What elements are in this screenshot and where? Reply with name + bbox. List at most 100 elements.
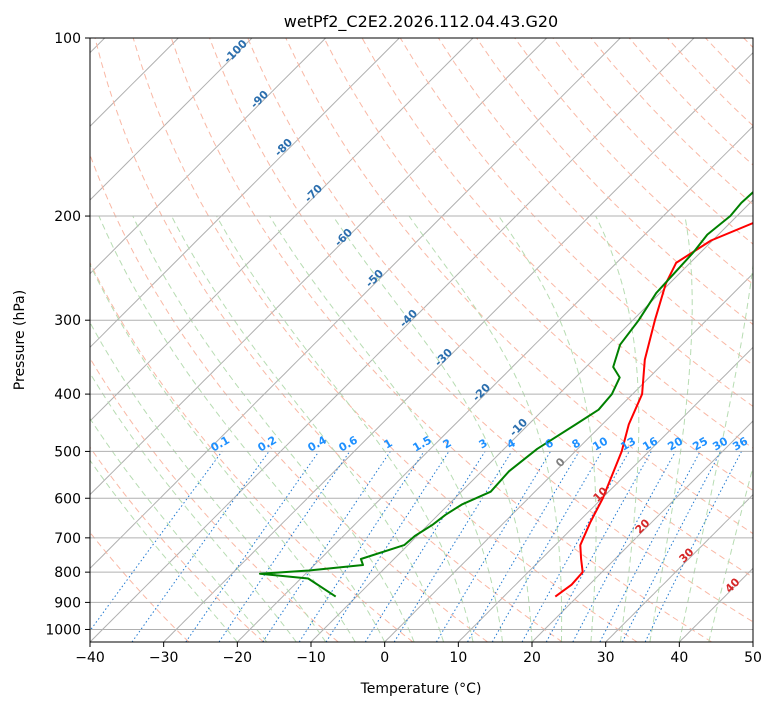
- moist-adiabat-line: [332, 215, 533, 642]
- isotherm-line: [752, 641, 753, 642]
- moist-adiabat-line: [90, 321, 327, 642]
- dry-adiabat-label: -70: [302, 182, 325, 205]
- moist-adiabat-line: [90, 372, 297, 642]
- dry-adiabat-line: [247, 38, 753, 578]
- dry-adiabat-line: [90, 153, 488, 642]
- dry-adiabat-line: [476, 38, 753, 326]
- moist-adiabat-label: 0: [553, 455, 568, 470]
- dry-adiabat-label: -80: [272, 136, 295, 159]
- dry-adiabat-line: [209, 38, 753, 623]
- dry-adiabat-line: [285, 38, 753, 535]
- moist-adiabat-line: [90, 263, 356, 642]
- moist-adiabat-line: [90, 459, 238, 642]
- dry-adiabat-line: [90, 531, 190, 642]
- y-tick-label: 400: [54, 387, 81, 403]
- y-tick-label: 600: [54, 491, 81, 507]
- isotherm-line: [90, 38, 327, 275]
- x-tick-label: −40: [75, 650, 105, 666]
- mixing-ratio-line: [325, 451, 450, 642]
- dry-adiabat-line: [90, 446, 264, 642]
- y-tick-label: 200: [54, 209, 81, 225]
- dry-adiabat-line: [437, 38, 753, 366]
- moist-adiabat-line: [595, 215, 640, 642]
- mixing-ratio-line: [218, 451, 351, 642]
- dry-adiabat-line: [743, 38, 753, 49]
- mixing-ratio-label: 25: [690, 435, 710, 454]
- y-tick-label: 500: [54, 444, 81, 460]
- mixing-ratio-line: [185, 451, 320, 642]
- line-labels: -100-90-80-70-60-50-40-30-20-10010203040…: [209, 37, 751, 596]
- mixing-ratio-label: 2: [441, 436, 454, 451]
- dry-adiabat-label: -40: [397, 307, 420, 330]
- moist-adiabat-line: [90, 417, 268, 642]
- dry-adiabat-line: [514, 38, 753, 285]
- dry-adiabat-label: -20: [470, 381, 493, 404]
- mixing-ratio-line: [621, 451, 722, 642]
- moist-adiabat-label: 20: [633, 516, 653, 536]
- isotherm-line: [531, 420, 753, 642]
- x-tick-label: 50: [744, 650, 762, 666]
- mixing-ratio-line: [90, 451, 223, 632]
- y-tick-label: 300: [54, 313, 81, 329]
- moist-adiabat-line: [678, 261, 753, 642]
- mixing-ratio-label: 10: [590, 434, 610, 453]
- dewpoint-line: [258, 190, 753, 598]
- moist-adiabat-line: [171, 215, 445, 642]
- dry-adiabat-line: [170, 38, 712, 642]
- y-tick-label: 100: [54, 31, 81, 47]
- x-tick-label: 0: [380, 650, 389, 666]
- mixing-ratio-line: [545, 451, 652, 642]
- isotherm-line: [90, 38, 695, 642]
- data-series: [258, 190, 753, 598]
- isotherm-line: [90, 38, 548, 496]
- y-tick-label: 700: [54, 531, 81, 547]
- dry-adiabat-line: [90, 261, 414, 642]
- isotherm-line: [90, 38, 253, 201]
- dry-adiabat-line: [323, 38, 753, 492]
- x-tick-label: −10: [296, 650, 326, 666]
- dry-adiabat-label: -100: [221, 37, 250, 66]
- dry-adiabat-line: [705, 38, 753, 88]
- moist-adiabat-line: [649, 215, 693, 642]
- moist-adiabat-line: [216, 215, 474, 642]
- mixing-ratio-line: [467, 451, 580, 642]
- isotherm-line: [90, 38, 400, 349]
- mixing-ratio-label: 20: [665, 434, 685, 453]
- plot-frame: [89, 37, 754, 643]
- dry-adiabat-label: -60: [332, 226, 355, 249]
- isotherm-line: [457, 346, 753, 642]
- isotherm-line: [90, 38, 621, 570]
- isotherm-line: [90, 38, 474, 422]
- x-axis-label: Temperature (°C): [360, 681, 482, 697]
- isotherm-line: [163, 51, 753, 642]
- dry-adiabat-label: -90: [248, 88, 271, 111]
- isotherm-line: [310, 199, 753, 642]
- dry-adiabat-line: [552, 38, 753, 245]
- background-lines: [90, 38, 753, 642]
- moist-adiabat-line: [132, 215, 415, 642]
- moist-adiabat-line: [708, 465, 753, 642]
- dry-adiabat-line: [94, 38, 563, 642]
- dry-adiabat-line: [90, 357, 339, 642]
- y-axis-label: Pressure (hPa): [12, 290, 28, 390]
- moist-adiabat-label: 40: [723, 575, 743, 595]
- x-tick-label: 20: [523, 650, 541, 666]
- mixing-ratio-line: [364, 451, 486, 642]
- x-tick-label: −20: [223, 650, 253, 666]
- mixing-ratio-line: [521, 451, 630, 642]
- mixing-ratio-line: [644, 451, 742, 642]
- dry-adiabat-line: [132, 38, 638, 642]
- mixing-ratio-label: 30: [710, 434, 730, 453]
- mixing-ratio-label: 8: [570, 436, 583, 451]
- x-tick-label: 40: [670, 650, 688, 666]
- moist-adiabat-line: [408, 215, 563, 642]
- y-tick-label: 900: [54, 595, 81, 611]
- y-tick-label: 800: [54, 565, 81, 581]
- isotherm-line: [678, 567, 753, 642]
- isotherm-line: [384, 272, 753, 642]
- temperature-line: [554, 222, 753, 598]
- pressure-gridlines: [90, 38, 753, 630]
- isotherm-line: [605, 493, 753, 642]
- axes: −40 −30 −20 −10 0 10 20 30 40 5010020030040050060…: [45, 31, 762, 666]
- dry-adiabat-label: -10: [507, 416, 530, 439]
